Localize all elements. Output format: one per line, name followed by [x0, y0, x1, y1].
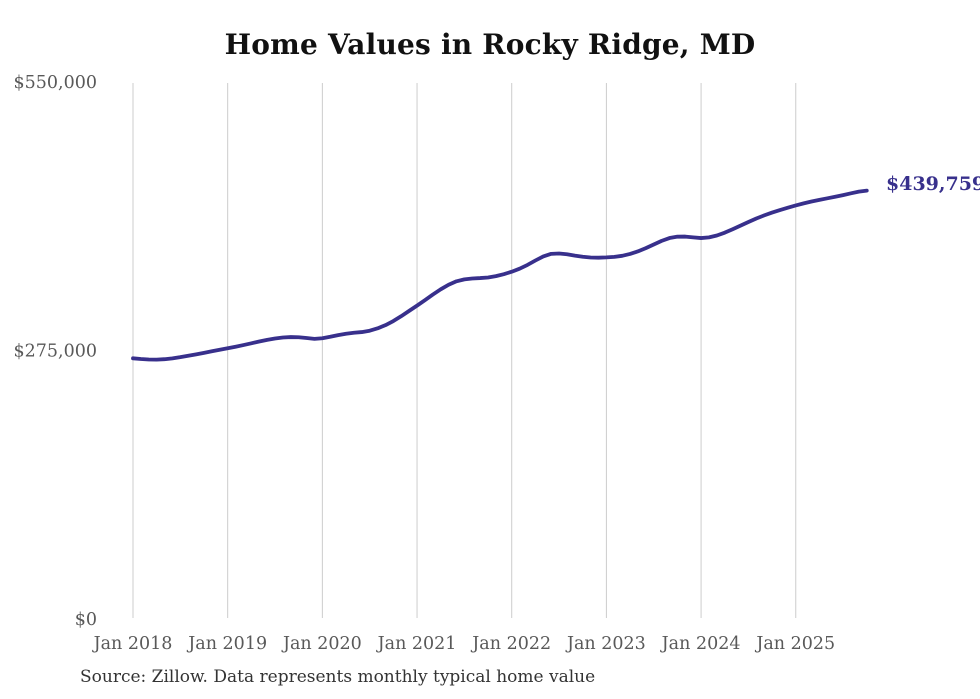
y-tick-label: $550,000 [13, 73, 97, 93]
x-tick-label: Jan 2019 [186, 634, 267, 654]
y-tick-label: $275,000 [13, 342, 97, 362]
x-tick-label: Jan 2022 [470, 634, 551, 654]
x-tick-label: Jan 2020 [281, 634, 362, 654]
y-tick-label: $0 [75, 610, 97, 630]
end-value-label: $439,759 [886, 173, 980, 195]
x-tick-label: Jan 2023 [565, 634, 646, 654]
x-tick-label: Jan 2025 [754, 634, 835, 654]
x-tick-label: Jan 2018 [92, 634, 173, 654]
x-tick-label: Jan 2021 [376, 634, 457, 654]
home-value-line [131, 188, 869, 362]
page-title: Home Values in Rocky Ridge, MD [224, 28, 756, 61]
source-note: Source: Zillow. Data represents monthly … [80, 667, 596, 687]
x-tick-label: Jan 2024 [660, 634, 741, 654]
